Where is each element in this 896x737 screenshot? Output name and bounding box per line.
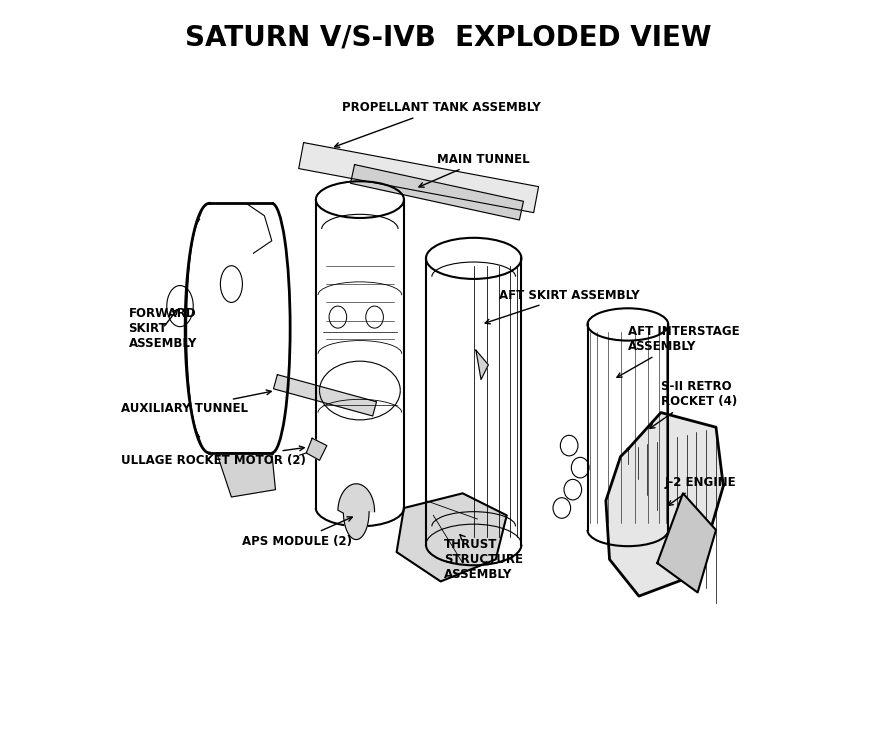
Text: AFT SKIRT ASSEMBLY: AFT SKIRT ASSEMBLY bbox=[485, 289, 640, 324]
Text: SATURN V/S-IVB  EXPLODED VIEW: SATURN V/S-IVB EXPLODED VIEW bbox=[185, 24, 711, 52]
Text: AUXILIARY TUNNEL: AUXILIARY TUNNEL bbox=[121, 390, 271, 416]
Text: FORWARD
SKIRT
ASSEMBLY: FORWARD SKIRT ASSEMBLY bbox=[129, 307, 197, 349]
Text: S-II RETRO
ROCKET (4): S-II RETRO ROCKET (4) bbox=[650, 380, 737, 428]
Text: AFT INTERSTAGE
ASSEMBLY: AFT INTERSTAGE ASSEMBLY bbox=[617, 325, 739, 377]
Text: PROPELLANT TANK ASSEMBLY: PROPELLANT TANK ASSEMBLY bbox=[334, 102, 540, 147]
Polygon shape bbox=[658, 493, 716, 593]
Polygon shape bbox=[217, 453, 275, 497]
Text: THRUST
STRUCTURE
ASSEMBLY: THRUST STRUCTURE ASSEMBLY bbox=[444, 534, 523, 581]
Text: APS MODULE (2): APS MODULE (2) bbox=[243, 517, 352, 548]
Text: ULLAGE ROCKET MOTOR (2): ULLAGE ROCKET MOTOR (2) bbox=[121, 446, 306, 467]
Polygon shape bbox=[338, 483, 375, 539]
Text: J-2 ENGINE: J-2 ENGINE bbox=[665, 476, 737, 506]
Polygon shape bbox=[298, 142, 538, 212]
Polygon shape bbox=[306, 439, 327, 461]
Text: MAIN TUNNEL: MAIN TUNNEL bbox=[419, 153, 530, 187]
Polygon shape bbox=[350, 164, 523, 220]
Polygon shape bbox=[397, 493, 507, 581]
Polygon shape bbox=[606, 413, 723, 596]
Polygon shape bbox=[273, 374, 376, 416]
Polygon shape bbox=[476, 350, 488, 380]
